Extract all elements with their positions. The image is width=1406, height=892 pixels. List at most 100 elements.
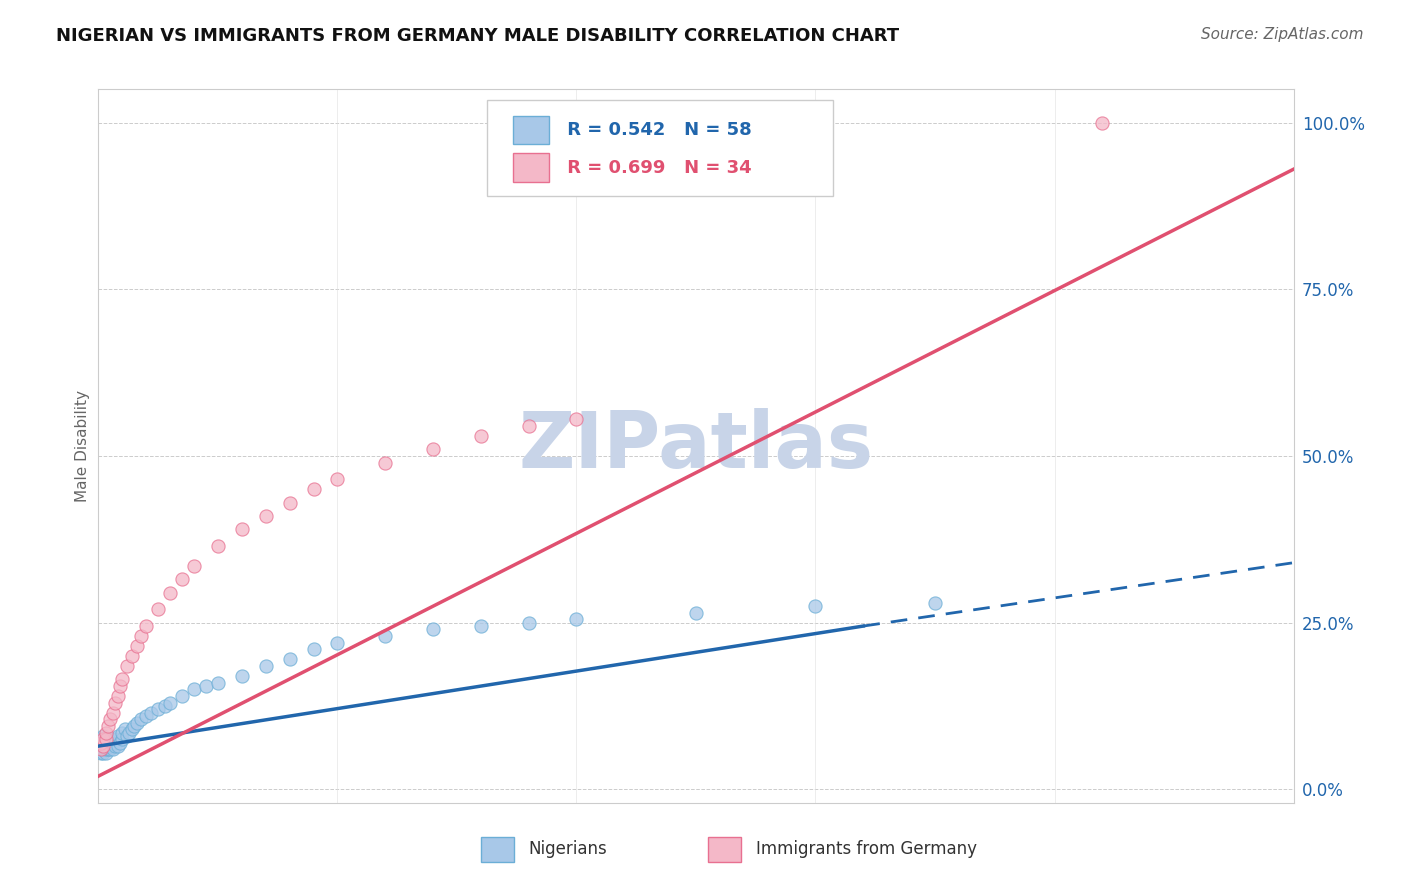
Point: [101, 706, 124, 720]
Point: [90, 732, 112, 747]
Point: [104, 739, 127, 753]
Point: [98, 742, 122, 756]
Point: [135, 619, 157, 633]
Point: [131, 629, 153, 643]
Point: [278, 496, 301, 510]
Point: [135, 709, 157, 723]
Point: [155, 699, 177, 714]
Text: Nigerians: Nigerians: [529, 840, 607, 858]
Point: [94, 732, 117, 747]
Point: [115, 659, 138, 673]
Point: [98, 732, 122, 747]
Point: [91, 739, 114, 753]
Text: Source: ZipAtlas.com: Source: ZipAtlas.com: [1201, 27, 1364, 42]
Point: [104, 732, 127, 747]
Point: [90, 736, 112, 750]
Point: [97, 732, 120, 747]
Point: [517, 419, 540, 434]
Point: [97, 742, 120, 756]
Point: [121, 723, 143, 737]
Point: [470, 429, 492, 443]
Point: [91, 742, 114, 756]
Point: [1091, 115, 1114, 129]
Point: [91, 739, 114, 753]
Point: [97, 719, 120, 733]
Point: [804, 599, 827, 613]
Point: [98, 713, 122, 727]
Point: [124, 719, 146, 733]
Point: [90, 746, 112, 760]
Point: [94, 746, 117, 760]
FancyBboxPatch shape: [486, 100, 834, 196]
Point: [422, 623, 444, 637]
Point: [195, 679, 218, 693]
Point: [107, 689, 129, 703]
Point: [207, 539, 229, 553]
Point: [94, 739, 117, 753]
Point: [121, 649, 143, 664]
Point: [111, 673, 134, 687]
Point: [94, 742, 117, 756]
Point: [924, 596, 946, 610]
Point: [101, 736, 124, 750]
FancyBboxPatch shape: [513, 153, 548, 182]
Point: [565, 412, 588, 426]
Point: [172, 573, 194, 587]
Point: [91, 746, 114, 760]
Point: [90, 736, 112, 750]
Point: [326, 636, 349, 650]
FancyBboxPatch shape: [513, 116, 548, 145]
Point: [118, 725, 141, 739]
Point: [207, 675, 229, 690]
Point: [107, 739, 129, 753]
Point: [94, 725, 117, 739]
Point: [302, 642, 325, 657]
Point: [91, 729, 114, 743]
Point: [94, 736, 117, 750]
Point: [517, 615, 540, 630]
Text: Immigrants from Germany: Immigrants from Germany: [756, 840, 977, 858]
Point: [115, 729, 138, 743]
Point: [90, 739, 112, 753]
Text: ZIPatlas: ZIPatlas: [519, 408, 873, 484]
Point: [685, 606, 707, 620]
FancyBboxPatch shape: [481, 837, 515, 862]
Point: [148, 602, 170, 616]
Point: [91, 736, 114, 750]
Point: [90, 742, 112, 756]
Point: [125, 715, 148, 730]
Point: [91, 732, 114, 747]
Point: [374, 456, 396, 470]
Point: [108, 679, 131, 693]
Point: [107, 729, 129, 743]
Point: [131, 713, 153, 727]
Point: [326, 472, 349, 486]
Point: [108, 736, 131, 750]
Point: [148, 702, 170, 716]
Point: [139, 706, 162, 720]
Point: [278, 652, 301, 666]
Point: [172, 689, 194, 703]
Point: [104, 696, 127, 710]
Point: [114, 723, 136, 737]
FancyBboxPatch shape: [709, 837, 741, 862]
Point: [101, 742, 124, 756]
Point: [183, 559, 205, 574]
Point: [97, 739, 120, 753]
Point: [90, 742, 112, 756]
Point: [470, 619, 492, 633]
Point: [183, 682, 205, 697]
Point: [231, 669, 253, 683]
Point: [254, 659, 277, 673]
Point: [159, 696, 181, 710]
Point: [111, 732, 134, 747]
Point: [374, 629, 396, 643]
Point: [231, 522, 253, 536]
Text: NIGERIAN VS IMMIGRANTS FROM GERMANY MALE DISABILITY CORRELATION CHART: NIGERIAN VS IMMIGRANTS FROM GERMANY MALE…: [56, 27, 900, 45]
Point: [254, 509, 277, 524]
Point: [125, 639, 148, 653]
Point: [98, 739, 122, 753]
Point: [422, 442, 444, 457]
Text: R = 0.542   N = 58: R = 0.542 N = 58: [561, 121, 752, 139]
Text: R = 0.699   N = 34: R = 0.699 N = 34: [561, 159, 752, 177]
